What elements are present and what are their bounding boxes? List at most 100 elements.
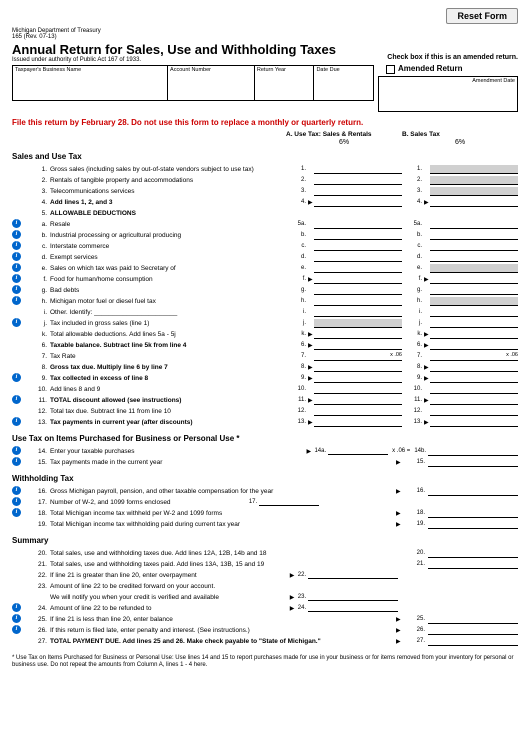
field-18[interactable] xyxy=(428,509,518,518)
field-9b[interactable] xyxy=(430,374,518,383)
info-icon[interactable]: i xyxy=(12,219,21,228)
field-5d-b[interactable] xyxy=(430,253,518,262)
field-21[interactable] xyxy=(428,560,518,569)
field-13b[interactable] xyxy=(430,418,518,427)
field-6b[interactable] xyxy=(430,341,518,350)
field-5a-b[interactable] xyxy=(430,220,518,229)
field-5j-a[interactable] xyxy=(314,319,402,328)
reset-form-button[interactable]: Reset Form xyxy=(446,8,518,24)
field-23[interactable] xyxy=(308,593,398,601)
field-2a[interactable] xyxy=(314,176,402,185)
field-5h-b[interactable] xyxy=(430,297,518,306)
info-icon[interactable]: i xyxy=(12,497,21,506)
info-icon[interactable]: i xyxy=(12,486,21,495)
field-10b[interactable] xyxy=(430,385,518,394)
field-5g-b[interactable] xyxy=(430,286,518,295)
info-icon[interactable]: i xyxy=(12,395,21,404)
page-title: Annual Return for Sales, Use and Withhol… xyxy=(12,42,374,57)
field-22[interactable] xyxy=(308,571,398,579)
field-5a-a[interactable] xyxy=(314,220,402,229)
field-5k-a[interactable] xyxy=(314,330,402,339)
field-5c-b[interactable] xyxy=(430,242,518,251)
field-7b: x .06 xyxy=(430,352,518,361)
field-5h-a[interactable] xyxy=(314,297,402,306)
field-5e-a[interactable] xyxy=(314,264,402,273)
file-by-notice: File this return by February 28. Do not … xyxy=(12,118,518,127)
field-11b[interactable] xyxy=(430,396,518,405)
field-8a[interactable] xyxy=(314,363,402,372)
col-a-header: A. Use Tax: Sales & Rentals xyxy=(286,131,402,138)
section-use-items: Use Tax on Items Purchased for Business … xyxy=(12,434,518,443)
field-5j-b[interactable] xyxy=(430,319,518,328)
info-icon[interactable]: i xyxy=(12,508,21,517)
field-1b[interactable] xyxy=(430,165,518,174)
field-13a[interactable] xyxy=(314,418,402,427)
field-24[interactable] xyxy=(308,604,398,612)
info-icon[interactable]: i xyxy=(12,252,21,261)
field-5c-a[interactable] xyxy=(314,242,402,251)
field-10a[interactable] xyxy=(314,385,402,394)
issued: Issued under authority of Public Act 167… xyxy=(12,57,374,63)
field-5b-a[interactable] xyxy=(314,231,402,240)
info-icon[interactable]: i xyxy=(12,603,21,612)
amend-check-label: Check box if this is an amended return. xyxy=(378,54,518,61)
amended-checkbox[interactable] xyxy=(386,65,395,74)
field-9a[interactable] xyxy=(314,374,402,383)
field-12b[interactable] xyxy=(430,407,518,416)
info-icon[interactable]: i xyxy=(12,285,21,294)
info-icon[interactable]: i xyxy=(12,318,21,327)
field-5b-b[interactable] xyxy=(430,231,518,240)
field-3a[interactable] xyxy=(314,187,402,196)
field-5k-b[interactable] xyxy=(430,330,518,339)
field-5i-b[interactable] xyxy=(430,308,518,317)
field-5f-b[interactable] xyxy=(430,275,518,284)
field-16[interactable] xyxy=(428,487,518,496)
line-num: 1. xyxy=(30,166,50,173)
field-1a[interactable] xyxy=(314,165,402,174)
info-icon[interactable]: i xyxy=(12,373,21,382)
field-12a[interactable] xyxy=(314,407,402,416)
field-11a[interactable] xyxy=(314,396,402,405)
account-number-box[interactable]: Account Number xyxy=(168,66,255,100)
field-5d-a[interactable] xyxy=(314,253,402,262)
footnote: * Use Tax on Items Purchased for Busines… xyxy=(12,655,518,671)
field-5g-a[interactable] xyxy=(314,286,402,295)
field-17[interactable] xyxy=(259,498,319,506)
amendment-date-box[interactable]: Amendment Date xyxy=(378,76,518,112)
form-rev: 165 (Rev. 07-13) xyxy=(12,34,374,40)
info-icon[interactable]: i xyxy=(12,446,21,455)
business-name-box[interactable]: Taxpayer's Business Name xyxy=(13,66,168,100)
field-26[interactable] xyxy=(428,626,518,635)
field-2b[interactable] xyxy=(430,176,518,185)
field-27[interactable] xyxy=(428,637,518,646)
field-5e-b[interactable] xyxy=(430,264,518,273)
field-3b[interactable] xyxy=(430,187,518,196)
field-25[interactable] xyxy=(428,615,518,624)
field-19[interactable] xyxy=(428,520,518,529)
info-icon[interactable]: i xyxy=(12,417,21,426)
field-14a[interactable] xyxy=(328,447,388,455)
info-icon[interactable]: i xyxy=(12,230,21,239)
info-icon[interactable]: i xyxy=(12,457,21,466)
field-14b[interactable] xyxy=(428,447,518,456)
info-icon[interactable]: i xyxy=(12,274,21,283)
info-icon[interactable]: i xyxy=(12,263,21,272)
col-b-pct: 6% xyxy=(402,139,518,146)
info-icon[interactable]: i xyxy=(12,614,21,623)
info-icon[interactable]: i xyxy=(12,625,21,634)
info-icon[interactable]: i xyxy=(12,296,21,305)
field-20[interactable] xyxy=(428,549,518,558)
return-year-box[interactable]: Return Year xyxy=(255,66,315,100)
date-due-box[interactable]: Date Due xyxy=(314,66,373,100)
col-b-header: B. Sales Tax xyxy=(402,131,518,138)
field-5i-a[interactable] xyxy=(314,308,402,317)
field-6a[interactable] xyxy=(314,341,402,350)
field-8b[interactable] xyxy=(430,363,518,372)
field-5f-a[interactable] xyxy=(314,275,402,284)
col-a-pct: 6% xyxy=(286,139,402,146)
field-15[interactable] xyxy=(428,458,518,467)
field-4b[interactable] xyxy=(430,198,518,207)
info-icon[interactable]: i xyxy=(12,241,21,250)
field-4a[interactable] xyxy=(314,198,402,207)
section-sales-use: Sales and Use Tax xyxy=(12,152,518,161)
